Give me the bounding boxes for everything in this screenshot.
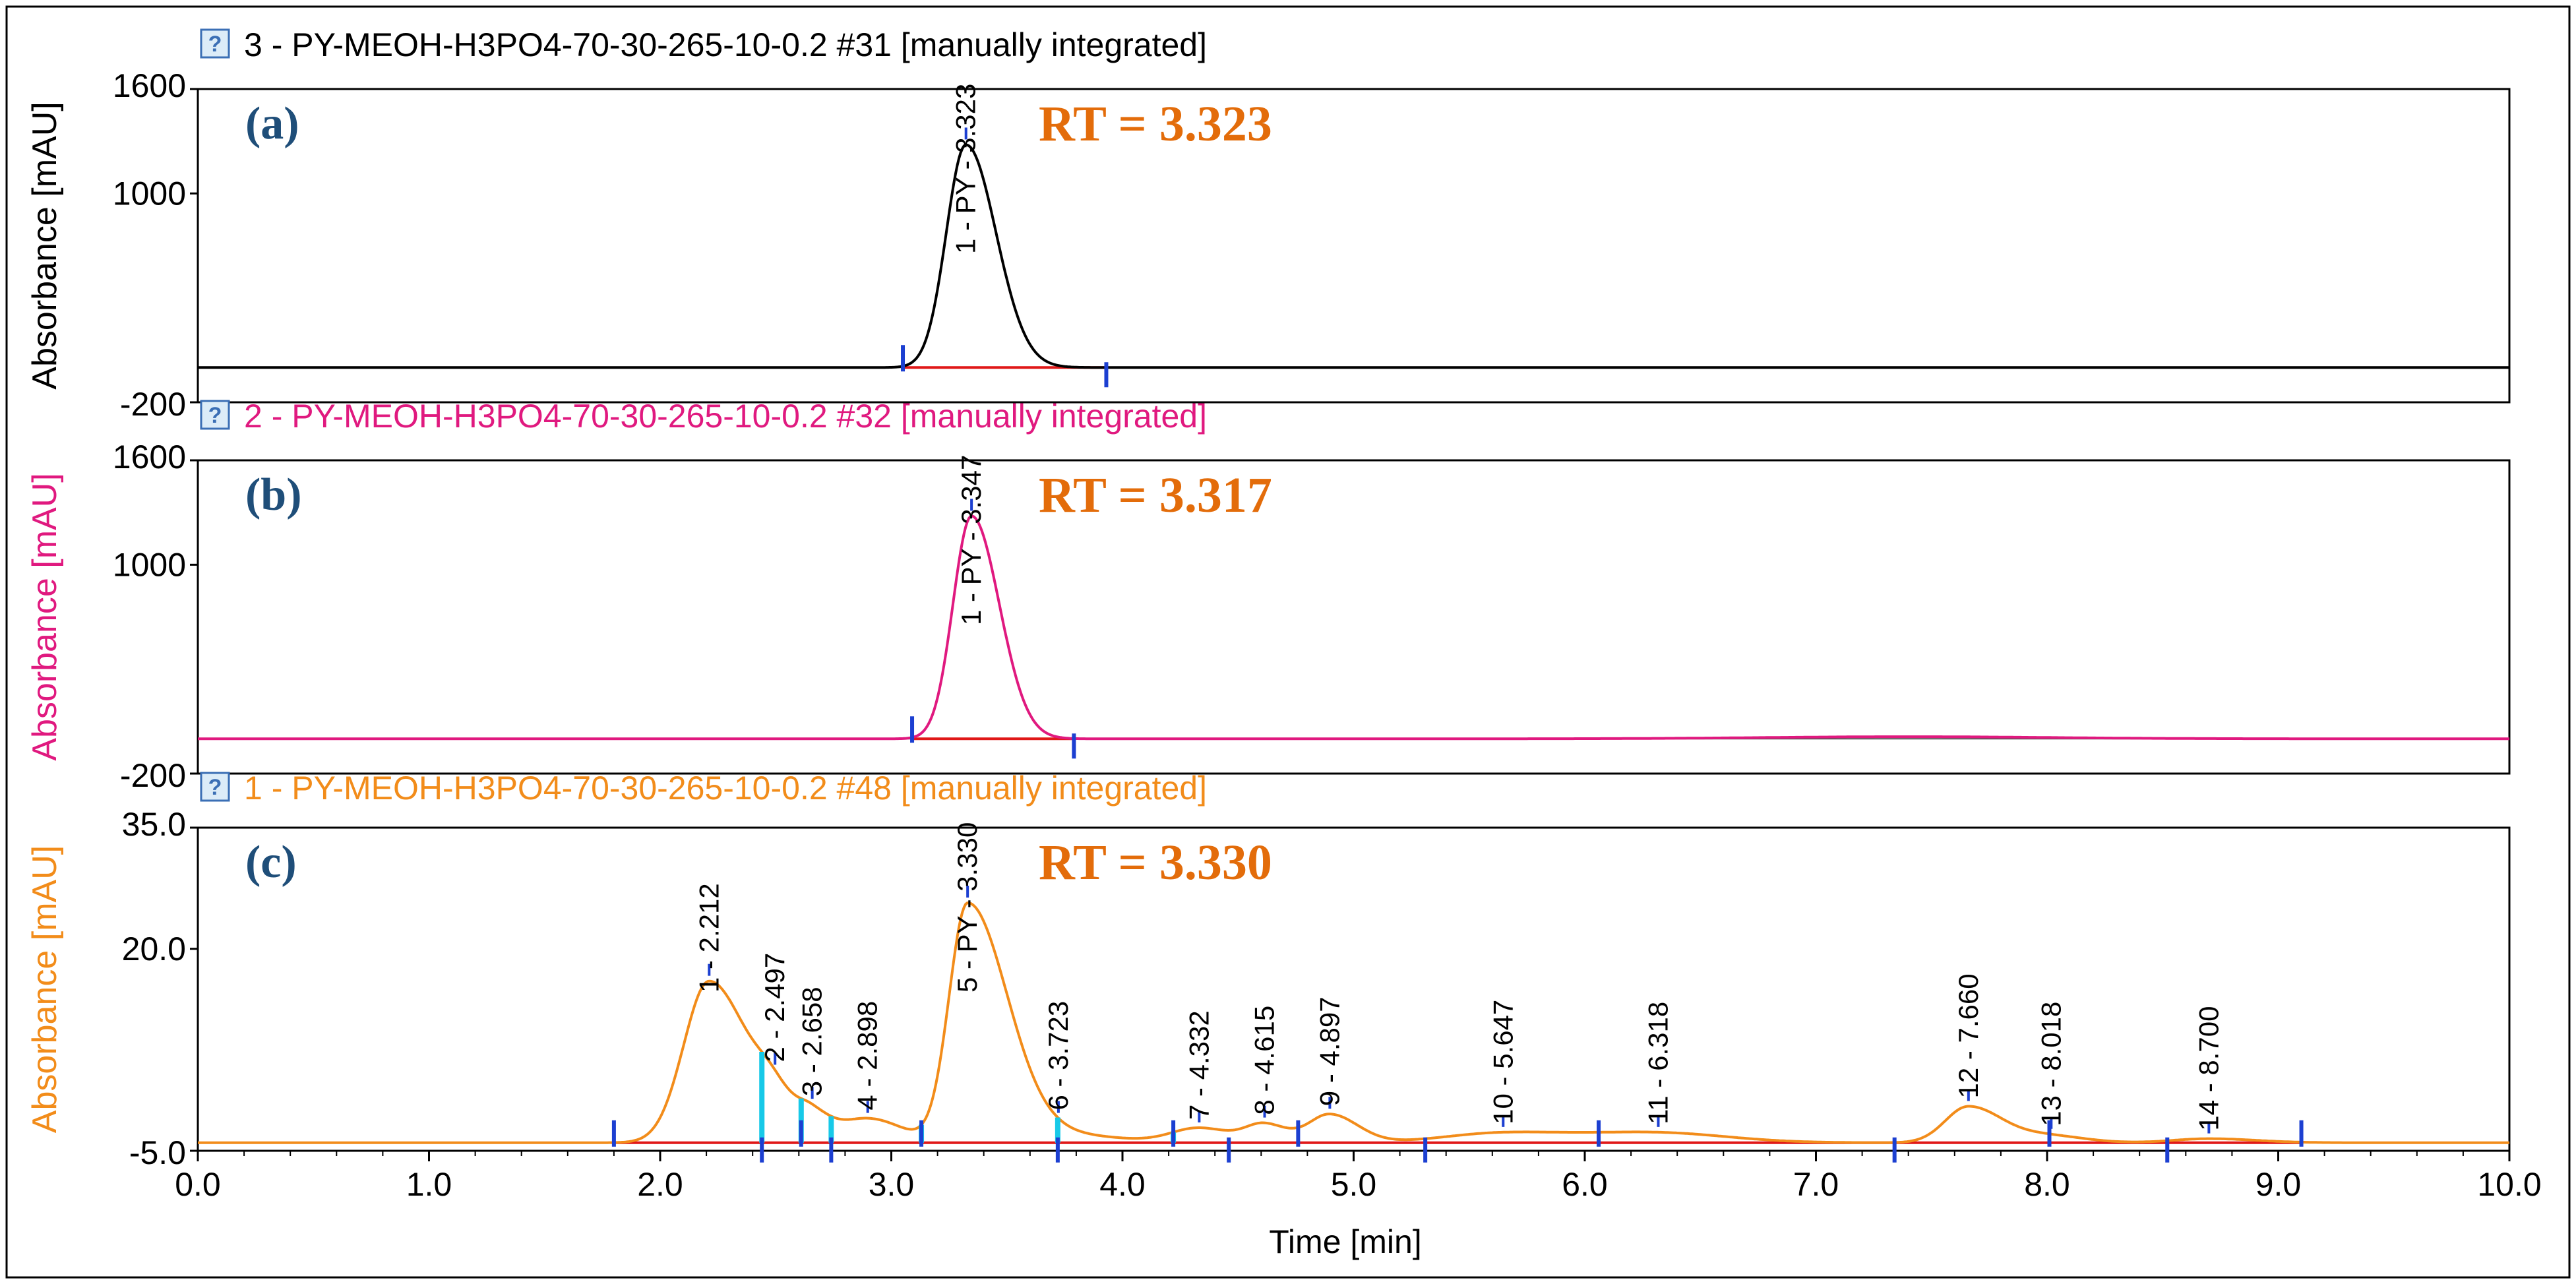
y-axis-label: Absorbance [mAU] [26, 102, 64, 389]
x-tick-label: 3.0 [869, 1166, 915, 1203]
y-tick-label: -5.0 [129, 1134, 186, 1171]
retention-time-annotation: RT = 3.330 [1039, 835, 1272, 890]
y-tick-label: 1000 [113, 175, 186, 212]
peak-label: 1 - 2.212 [693, 883, 724, 993]
x-axis-label: Time [min] [1269, 1223, 1422, 1260]
x-tick-label: 10.0 [2477, 1166, 2541, 1203]
peak-label: 4 - 2.898 [852, 1001, 883, 1111]
retention-time-annotation: RT = 3.317 [1039, 468, 1272, 523]
outer-frame [5, 5, 2571, 1279]
y-tick-label: -200 [120, 386, 186, 423]
signal-trace [198, 902, 2509, 1144]
panel-letter: (a) [245, 98, 299, 149]
time-axis: 0.0 1.0 2.0 3.0 4.0 5.0 6.0 7.0 8.0 9.0 10.0 [175, 1151, 2542, 1203]
x-tick-label: 1.0 [406, 1166, 452, 1203]
x-tick-label: 7.0 [1793, 1166, 1839, 1203]
panel-title: 1 - PY-MEOH-H3PO4-70-30-265-10-0.2 #48 [… [244, 770, 1207, 807]
peak-label: 3 - 2.658 [797, 987, 828, 1096]
x-tick-label: 4.0 [1099, 1166, 1146, 1203]
peak-label: 11 - 6.318 [1642, 1002, 1673, 1124]
plot-area [197, 88, 2511, 404]
peak-label: 2 - 2.497 [759, 953, 790, 1062]
peak-label: 12 - 7.660 [1953, 973, 1984, 1098]
x-tick-label: 5.0 [1331, 1166, 1377, 1203]
panel-title: 2 - PY-MEOH-H3PO4-70-30-265-10-0.2 #32 [… [244, 398, 1207, 435]
x-tick-label: 9.0 [2255, 1166, 2302, 1203]
peak-label: 7 - 4.332 [1183, 1010, 1214, 1120]
peak-label: 14 - 8.700 [2193, 1006, 2224, 1130]
panel-1: ? 3 - PY-MEOH-H3PO4-70-30-265-10-0.2 #31 … [26, 26, 2511, 423]
y-axis-label: Absorbance [mAU] [26, 845, 64, 1133]
peak-label: 9 - 4.897 [1314, 996, 1345, 1106]
peak-label: 1 - PY - 3.347 [956, 455, 987, 625]
x-tick-label: 8.0 [2024, 1166, 2070, 1203]
peak-label: 10 - 5.647 [1487, 1000, 1518, 1124]
chromatogram-info-icon[interactable]: ? [200, 28, 230, 59]
panel-title: 3 - PY-MEOH-H3PO4-70-30-265-10-0.2 #31 [… [244, 26, 1207, 63]
svg-text:?: ? [208, 32, 222, 57]
y-axis-label: Absorbance [mAU] [26, 473, 64, 760]
y-tick-label: 1600 [113, 439, 186, 475]
chromatogram-panels: ? 3 - PY-MEOH-H3PO4-70-30-265-10-0.2 #31 … [26, 26, 2511, 1171]
peak-label: 8 - 4.615 [1249, 1006, 1280, 1115]
retention-time-annotation: RT = 3.323 [1039, 96, 1272, 152]
peak-label: 13 - 8.018 [2035, 1002, 2066, 1126]
peak-label: 6 - 3.723 [1043, 1001, 1074, 1111]
y-tick-label: 20.0 [122, 931, 186, 967]
svg-text:?: ? [208, 775, 222, 800]
chromatogram-info-icon[interactable]: ? [200, 772, 230, 802]
peak-label: 5 - PY - 3.330 [952, 822, 983, 993]
y-tick-label: 1600 [113, 67, 186, 104]
x-tick-label: 0.0 [175, 1166, 221, 1203]
panel-letter: (c) [245, 837, 297, 888]
peak-label: 1 - PY - 3.323 [950, 84, 981, 254]
panel-2: ? 2 - PY-MEOH-H3PO4-70-30-265-10-0.2 #32 … [26, 398, 2511, 794]
plot-area [197, 459, 2511, 775]
y-tick-label: 35.0 [122, 806, 186, 843]
y-tick-label: 1000 [113, 546, 186, 583]
signal-trace [198, 143, 2509, 369]
panel-letter: (b) [245, 470, 302, 520]
chromatogram-info-icon[interactable]: ? [200, 400, 230, 430]
svg-text:?: ? [208, 403, 222, 428]
x-tick-label: 6.0 [1562, 1166, 1608, 1203]
x-tick-label: 2.0 [637, 1166, 683, 1203]
y-tick-label: -200 [120, 757, 186, 794]
signal-trace [198, 514, 2509, 741]
panel-3: ? 1 - PY-MEOH-H3PO4-70-30-265-10-0.2 #48 … [26, 770, 2511, 1171]
